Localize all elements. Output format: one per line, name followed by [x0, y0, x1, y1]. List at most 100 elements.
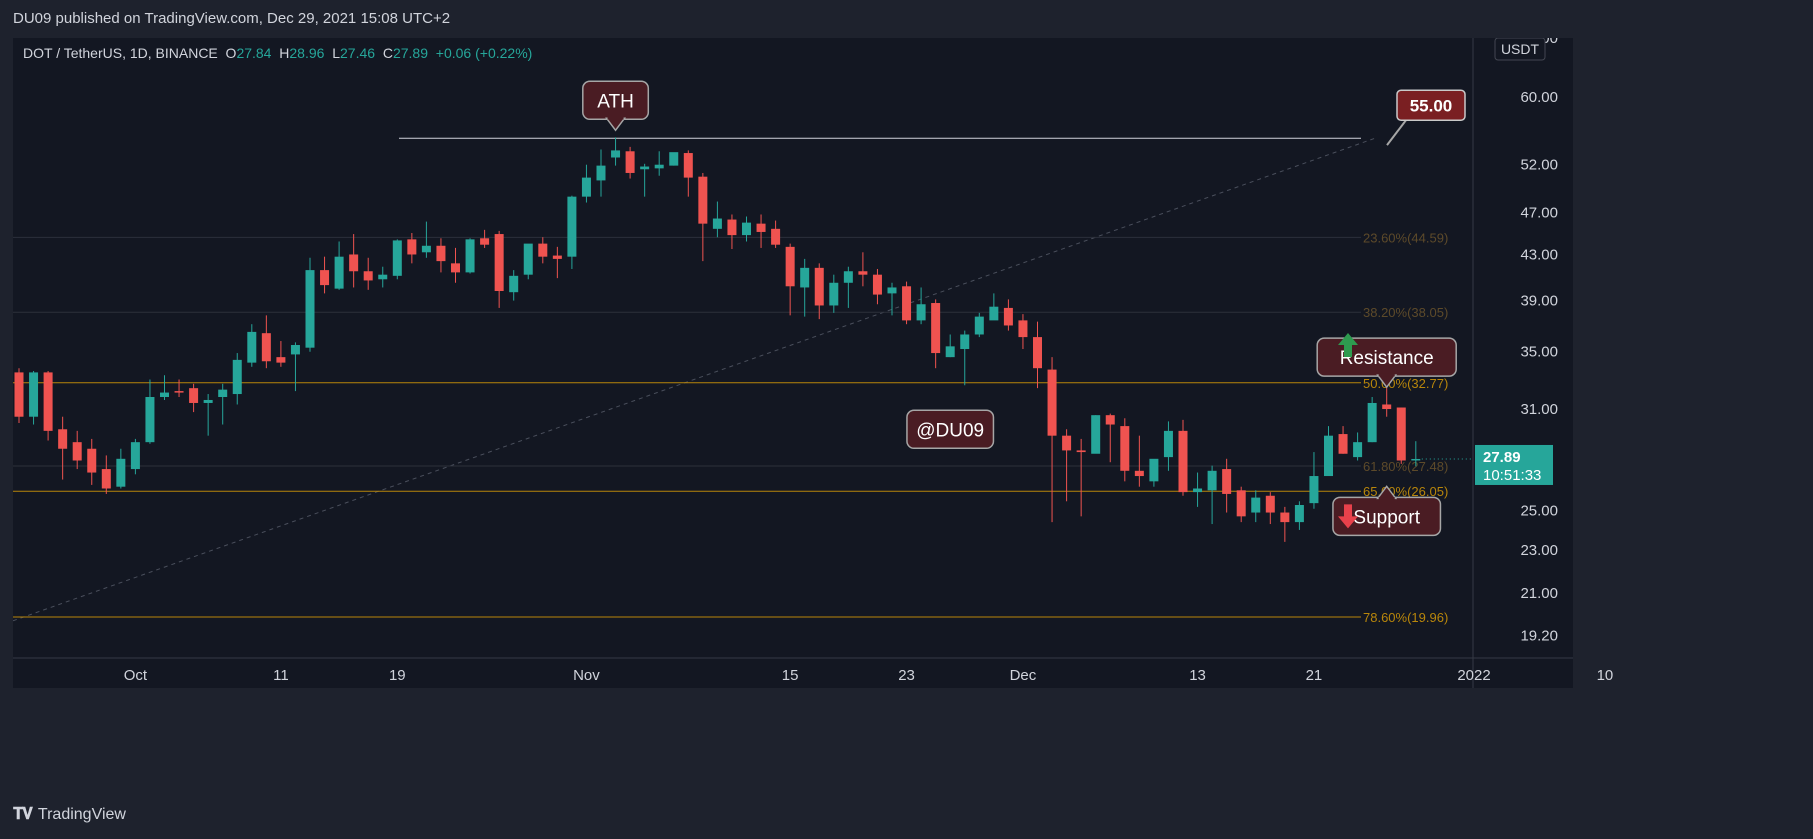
candle-body[interactable] — [1018, 320, 1028, 338]
candle-body[interactable] — [1411, 458, 1421, 461]
candle-body[interactable] — [669, 152, 679, 166]
candle-body[interactable] — [29, 372, 39, 417]
candle-body[interactable] — [145, 396, 155, 443]
candle-body[interactable] — [683, 153, 693, 178]
candle-body[interactable] — [814, 267, 824, 306]
candle-body[interactable] — [305, 270, 315, 348]
candle-body[interactable] — [989, 306, 999, 321]
candle-body[interactable] — [887, 287, 897, 294]
price-chart[interactable]: 23.60%(44.59) 38.20%(38.05) 50.00%(32.77) 6… — [13, 38, 1813, 794]
candle-body[interactable] — [87, 448, 97, 473]
currency-box[interactable] — [1494, 38, 1546, 61]
candle-body[interactable] — [1396, 407, 1406, 461]
candle-body[interactable] — [872, 274, 882, 295]
candle-body[interactable] — [1076, 450, 1086, 453]
candle-body[interactable] — [1324, 435, 1333, 477]
candle-body[interactable] — [800, 267, 810, 288]
candle-body[interactable] — [363, 271, 373, 281]
price-axis[interactable] — [1473, 38, 1573, 658]
candle-body[interactable] — [247, 331, 257, 363]
candle-body[interactable] — [552, 255, 562, 259]
candle-body[interactable] — [931, 303, 941, 354]
candle-body[interactable] — [567, 196, 577, 257]
candle-body[interactable] — [14, 372, 24, 417]
candle-body[interactable] — [378, 274, 388, 280]
time-axis[interactable] — [13, 658, 1573, 688]
candle-body[interactable] — [712, 218, 722, 229]
candle-body[interactable] — [349, 254, 359, 272]
candle-body[interactable] — [1105, 415, 1115, 425]
candle-body[interactable] — [392, 240, 402, 276]
candle-body[interactable] — [174, 391, 184, 393]
candle-body[interactable] — [290, 345, 300, 355]
candle-body[interactable] — [116, 458, 126, 487]
candle-body[interactable] — [625, 151, 635, 173]
candle-body[interactable] — [727, 219, 737, 236]
candle-body[interactable] — [1207, 470, 1217, 491]
candle-body[interactable] — [451, 263, 460, 273]
tradingview-logo[interactable]: 𝐓𝐕 TradingView — [13, 806, 126, 824]
candle-body[interactable] — [58, 429, 68, 449]
candle-body[interactable] — [407, 239, 417, 255]
candle-body[interactable] — [1382, 404, 1392, 410]
candle-body[interactable] — [640, 166, 650, 170]
candle-body[interactable] — [974, 316, 984, 335]
candle-body[interactable] — [494, 234, 504, 292]
candle-body[interactable] — [596, 165, 606, 181]
candle-body[interactable] — [1134, 470, 1144, 477]
candle-body[interactable] — [320, 270, 330, 286]
candle-body[interactable] — [1149, 458, 1159, 482]
candle-body[interactable] — [538, 243, 548, 257]
candle-body[interactable] — [858, 271, 868, 275]
candle-body[interactable] — [742, 222, 751, 236]
candle-body[interactable] — [1367, 402, 1377, 443]
candle-body[interactable] — [465, 239, 475, 273]
callout-box[interactable] — [906, 409, 995, 450]
candle-body[interactable] — [523, 243, 533, 275]
plot-area[interactable] — [13, 38, 1473, 658]
candle-body[interactable] — [1178, 430, 1188, 493]
candle-body[interactable] — [1265, 495, 1275, 513]
candle-body[interactable] — [1003, 307, 1013, 326]
candle-body[interactable] — [1120, 426, 1130, 471]
candle-body[interactable] — [1236, 490, 1246, 517]
candle-body[interactable] — [218, 389, 228, 397]
candle-body[interactable] — [1251, 497, 1261, 513]
candle-body[interactable] — [1280, 512, 1290, 523]
candle-body[interactable] — [334, 256, 344, 289]
candle-body[interactable] — [232, 359, 242, 395]
candle-body[interactable] — [72, 442, 82, 461]
candle-body[interactable] — [276, 357, 286, 363]
candle-body[interactable] — [960, 334, 970, 350]
candle-body[interactable] — [1353, 442, 1363, 458]
candle-body[interactable] — [698, 176, 708, 224]
candle-body[interactable] — [581, 177, 591, 197]
candle-body[interactable] — [101, 469, 111, 489]
candle-body[interactable] — [261, 333, 271, 362]
candle-body[interactable] — [829, 282, 839, 306]
candle-body[interactable] — [945, 346, 955, 358]
candle-body[interactable] — [843, 271, 853, 283]
candle-body[interactable] — [189, 388, 199, 403]
candle-body[interactable] — [1309, 476, 1319, 504]
candle-body[interactable] — [1062, 435, 1072, 451]
candle-body[interactable] — [916, 304, 926, 321]
candle-body[interactable] — [611, 150, 621, 158]
candle-body[interactable] — [421, 245, 431, 253]
candle-body[interactable] — [902, 286, 912, 321]
candle-body[interactable] — [1033, 337, 1042, 369]
candle-body[interactable] — [43, 372, 53, 431]
candle-body[interactable] — [130, 442, 140, 470]
target-price-callout[interactable] — [1396, 89, 1466, 122]
candle-body[interactable] — [480, 238, 490, 245]
candle-body[interactable] — [785, 246, 795, 287]
candle-body[interactable] — [756, 223, 766, 232]
candle-body[interactable] — [1294, 505, 1304, 523]
candle-body[interactable] — [203, 399, 213, 403]
candle-body[interactable] — [160, 392, 169, 397]
candle-body[interactable] — [1193, 488, 1203, 493]
candle-body[interactable] — [1047, 369, 1057, 436]
candle-body[interactable] — [771, 228, 781, 245]
candle-body[interactable] — [1163, 430, 1173, 458]
candle-body[interactable] — [1091, 415, 1101, 454]
